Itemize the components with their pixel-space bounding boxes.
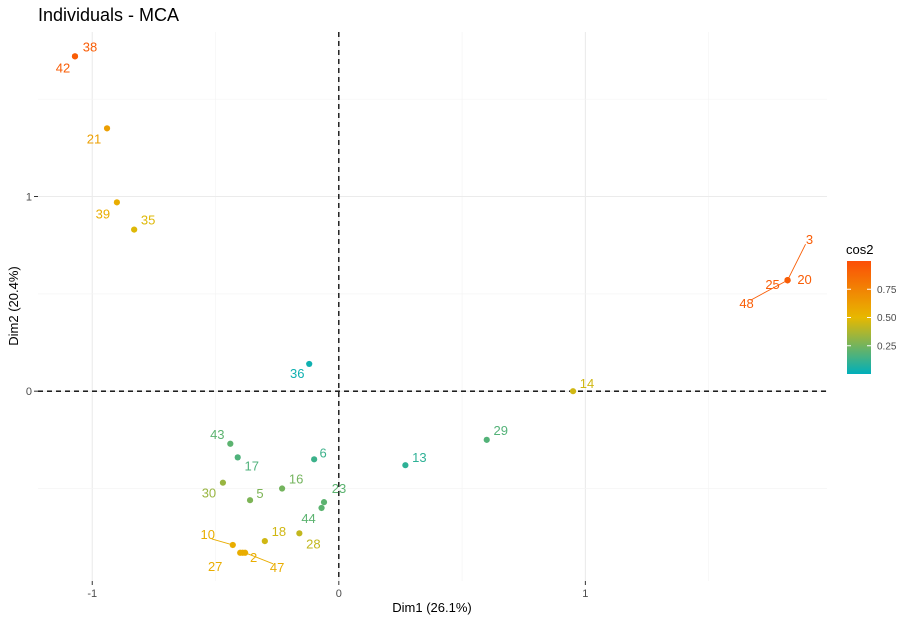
point-label-39: 39: [96, 206, 110, 221]
connector-3: [787, 244, 806, 281]
point-label-28: 28: [306, 536, 320, 551]
point-29: [483, 436, 490, 443]
axis-ticks: -1 0 101: [26, 192, 589, 600]
legend-ticks: 0.25 0.50 0.75: [847, 285, 897, 352]
connector-48: [750, 279, 788, 301]
x-tick-label: -1: [87, 588, 97, 600]
point-label-23: 23: [332, 481, 346, 496]
point-label-48: 48: [739, 296, 753, 311]
point-label-3: 3: [806, 232, 813, 247]
x-axis-title: Dim1 (26.1%): [392, 600, 471, 615]
point-label-29: 29: [494, 423, 508, 438]
point-16: [278, 485, 286, 492]
point-39: [113, 199, 120, 206]
point-label-25: 25: [765, 277, 779, 292]
legend: cos2 0.25 0.50 0.75: [846, 242, 897, 374]
point-43: [227, 440, 234, 447]
point-47: [242, 549, 249, 556]
point-14: [569, 388, 577, 395]
point-label-14: 14: [580, 376, 594, 391]
connector-10: [211, 538, 233, 546]
point-28: [296, 530, 303, 537]
point-36: [306, 360, 313, 368]
point-label-13: 13: [412, 450, 426, 465]
y-tick-label: 1: [26, 192, 32, 204]
point-label-30: 30: [202, 486, 216, 501]
point-23: [320, 499, 328, 506]
connector-47: [244, 552, 274, 565]
point-44: [318, 504, 325, 512]
point-label-36: 36: [290, 366, 304, 381]
point-42: [71, 53, 79, 60]
point-13: [402, 462, 409, 469]
point-label-20: 20: [797, 272, 811, 287]
point-label-27: 27: [208, 559, 222, 574]
point-label-17: 17: [244, 458, 258, 473]
point-label-35: 35: [141, 213, 155, 228]
point-label-38: 38: [83, 39, 97, 54]
point-label-47: 47: [270, 560, 284, 575]
reference-lines: [38, 32, 827, 581]
point-label-44: 44: [301, 511, 315, 526]
y-tick-label: 0: [26, 386, 32, 398]
point-21: [103, 125, 111, 132]
point-10: [229, 541, 236, 549]
point-label-5: 5: [256, 486, 263, 501]
point-label-10: 10: [201, 527, 215, 542]
points: [71, 53, 791, 556]
point-35: [131, 226, 138, 233]
x-tick-label: 0: [336, 588, 342, 600]
point-30: [219, 479, 227, 486]
point-label-21: 21: [87, 131, 101, 146]
point-17: [234, 454, 241, 461]
legend-tick-label: 0.25: [877, 341, 897, 352]
legend-title: cos2: [846, 242, 873, 257]
point-label-6: 6: [320, 445, 327, 460]
chart-title: Individuals - MCA: [38, 5, 179, 25]
y-axis-title: Dim2 (20.4%): [6, 266, 21, 345]
point-label-2: 2: [250, 550, 257, 565]
label-connectors: [211, 244, 806, 565]
point-5: [246, 497, 254, 504]
point-label-18: 18: [272, 524, 286, 539]
point-labels: 38 42 21 39 35 3 20 25 48 36 14 29 13 6 43 17 16 30 5 23 44 2…: [56, 39, 813, 574]
point-18: [261, 537, 268, 545]
legend-tick-label: 0.75: [877, 285, 897, 296]
x-tick-label: 1: [582, 588, 588, 600]
point-label-16: 16: [289, 472, 303, 487]
point-6: [311, 456, 318, 463]
legend-tick-label: 0.50: [877, 313, 897, 324]
point-label-43: 43: [210, 427, 224, 442]
point-label-42: 42: [56, 60, 70, 75]
point-48: [784, 277, 791, 284]
grid: [38, 32, 827, 581]
